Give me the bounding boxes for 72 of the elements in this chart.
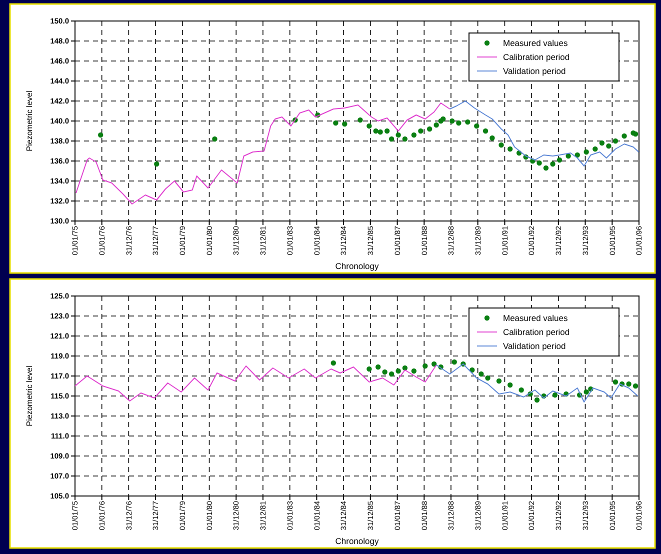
point — [592, 146, 598, 152]
point — [536, 160, 542, 166]
point — [556, 157, 562, 163]
point — [422, 363, 428, 369]
point — [342, 121, 348, 127]
point — [452, 359, 457, 365]
point — [382, 369, 388, 375]
line-series — [449, 100, 640, 166]
point — [396, 368, 401, 374]
point — [566, 153, 571, 159]
point — [485, 375, 490, 381]
point — [612, 379, 618, 385]
point — [599, 140, 605, 146]
point — [366, 123, 372, 129]
legend-label: Calibration period — [503, 52, 570, 62]
point — [440, 116, 446, 122]
legend-label: Validation period — [503, 66, 566, 76]
point — [534, 397, 540, 403]
point — [552, 392, 558, 398]
point — [456, 120, 462, 126]
point — [474, 123, 480, 129]
point — [402, 136, 408, 142]
point — [373, 128, 378, 134]
point — [366, 366, 372, 372]
legend-label: Measured values — [503, 38, 568, 48]
point — [507, 146, 513, 152]
point — [518, 387, 524, 393]
point — [584, 149, 589, 155]
legend-label: Measured values — [503, 312, 568, 323]
point — [358, 117, 363, 123]
point — [431, 361, 437, 367]
point — [543, 165, 549, 171]
point — [212, 136, 218, 142]
point — [418, 128, 424, 134]
point — [626, 381, 632, 387]
point — [98, 132, 104, 138]
point — [384, 128, 390, 134]
point — [154, 161, 160, 167]
point — [482, 128, 488, 134]
point — [426, 126, 432, 132]
point — [378, 129, 383, 135]
point — [449, 118, 455, 124]
point — [376, 364, 381, 370]
point — [498, 142, 504, 148]
point — [632, 383, 638, 389]
x-axis-title: Chronology — [335, 536, 380, 546]
point — [490, 135, 495, 141]
x-axis-title: Chronology — [335, 261, 380, 271]
point — [396, 132, 401, 138]
point — [388, 371, 394, 377]
point — [606, 143, 612, 149]
point — [574, 152, 580, 158]
point — [478, 371, 484, 377]
point — [388, 136, 394, 142]
point — [330, 360, 336, 366]
point — [550, 161, 556, 167]
y-axis-title: Piezometric level — [25, 366, 34, 426]
point — [612, 138, 618, 144]
point — [333, 120, 338, 126]
point — [584, 389, 589, 395]
point — [411, 368, 417, 374]
point — [507, 382, 513, 388]
point — [434, 122, 439, 128]
point — [411, 132, 417, 138]
legend-label: Calibration period — [503, 326, 570, 337]
point — [465, 119, 470, 125]
line-series — [76, 102, 450, 204]
point — [496, 378, 502, 384]
point — [622, 133, 627, 139]
y-axis-title: Piezometric level — [25, 90, 34, 152]
legend-label: Validation period — [503, 340, 566, 351]
point — [402, 365, 408, 371]
